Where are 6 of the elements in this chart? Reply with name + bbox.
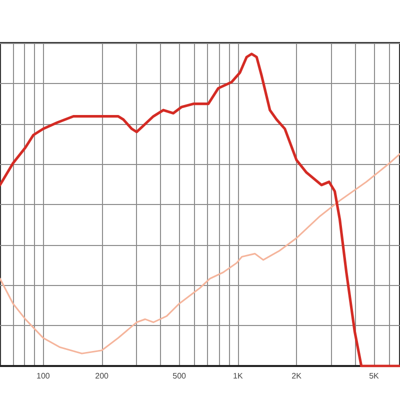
- x-tick-label: 5K: [369, 372, 380, 380]
- x-tick-label: 200: [95, 372, 110, 380]
- x-tick-label: 100: [36, 372, 50, 380]
- x-tick-label: 1K: [233, 372, 244, 380]
- x-tick-label: 2K: [292, 372, 302, 380]
- x-tick-label: 500: [172, 372, 187, 380]
